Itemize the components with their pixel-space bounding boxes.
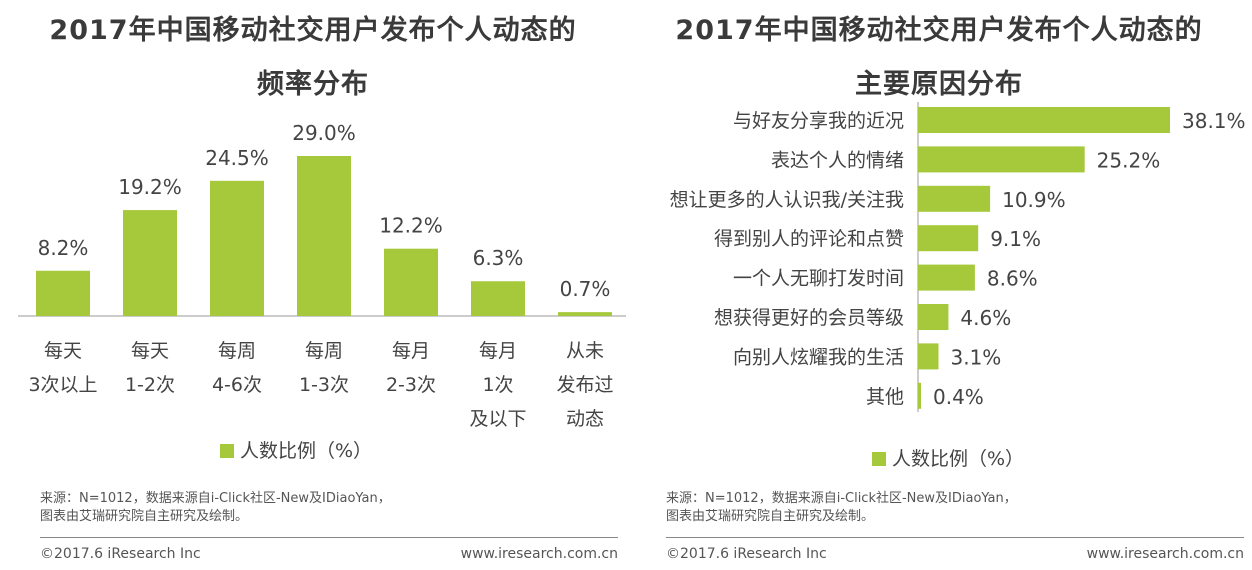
- x-tick-label: 1-2次: [125, 374, 175, 396]
- source-line1: 来源：N=1012，数据来源自i-Click社区-New及IDiaoYan，: [666, 491, 1017, 506]
- x-tick-label: 动态: [566, 408, 604, 430]
- bar: [123, 210, 177, 316]
- bar: [918, 107, 1170, 133]
- y-tick-label: 想获得更好的会员等级: [714, 307, 904, 329]
- bar: [918, 146, 1085, 173]
- website-link[interactable]: www.iresearch.com.cn: [1086, 546, 1244, 562]
- bar-value-label: 6.3%: [473, 246, 524, 270]
- copyright: ©2017.6 iResearch Inc: [666, 546, 827, 562]
- source-line2: 图表由艾瑞研究院自主研究及绘制。: [666, 509, 875, 524]
- y-tick-label: 想让更多的人认识我/关注我: [670, 189, 904, 211]
- bar: [918, 264, 975, 291]
- bar-value-label: 8.2%: [38, 236, 89, 260]
- bar: [36, 270, 90, 316]
- bar-value-label: 8.6%: [987, 267, 1038, 291]
- legend-swatch: [872, 452, 886, 466]
- bar-value-label: 24.5%: [205, 146, 269, 170]
- x-tick-label: 1次: [482, 374, 513, 396]
- x-tick-label: 4-6次: [212, 374, 262, 396]
- legend-swatch: [220, 444, 234, 458]
- y-tick-label: 得到别人的评论和点赞: [714, 228, 904, 250]
- chart-title-line2: 频率分布: [257, 69, 369, 100]
- bar-value-label: 29.0%: [292, 121, 356, 145]
- source-line1: 来源：N=1012，数据来源自i-Click社区-New及IDiaoYan，: [40, 491, 391, 506]
- chart-title-line2: 主要原因分布: [855, 69, 1023, 100]
- x-tick-label: 及以下: [469, 408, 526, 430]
- source-line2: 图表由艾瑞研究院自主研究及绘制。: [40, 509, 249, 524]
- y-tick-label: 其他: [866, 386, 904, 408]
- x-tick-label: 3次以上: [28, 374, 97, 396]
- legend-label: 人数比例（%）: [892, 448, 1025, 470]
- bar-value-label: 10.9%: [1002, 188, 1066, 212]
- bar-value-label: 4.6%: [960, 306, 1011, 330]
- bar-value-label: 9.1%: [990, 227, 1041, 251]
- bar-value-label: 25.2%: [1097, 148, 1161, 172]
- bar: [558, 312, 612, 316]
- bar: [918, 382, 921, 409]
- bar-value-label: 38.1%: [1182, 109, 1246, 133]
- bar: [297, 156, 351, 316]
- bar: [918, 185, 991, 212]
- frequency-chart-panel: 2017年中国移动社交用户发布个人动态的 频率分布 8.2% 每天 3次以上 19.2…: [18, 15, 626, 562]
- bar: [918, 304, 949, 330]
- bar-value-label: 12.2%: [379, 214, 443, 238]
- legend-label: 人数比例（%）: [240, 440, 373, 462]
- copyright: ©2017.6 iResearch Inc: [40, 546, 201, 562]
- footer-divider: [666, 537, 1244, 538]
- legend: 人数比例（%）: [872, 444, 1024, 471]
- y-tick-label: 向别人炫耀我的生活: [733, 346, 904, 368]
- bar-value-label: 19.2%: [118, 175, 182, 199]
- bar-value-label: 0.4%: [933, 385, 984, 409]
- source-note: 来源：N=1012，数据来源自i-Click社区-New及IDiaoYan， 图…: [40, 490, 391, 526]
- website-link[interactable]: www.iresearch.com.cn: [460, 546, 618, 562]
- reason-chart-panel: 2017年中国移动社交用户发布个人动态的 主要原因分布 与好友分享我的近况 38.…: [626, 0, 1252, 570]
- source-note: 来源：N=1012，数据来源自i-Click社区-New及IDiaoYan， 图…: [666, 490, 1017, 526]
- chart-title-line1: 2017年中国移动社交用户发布个人动态的: [49, 15, 577, 46]
- x-tick-label: 发布过: [556, 374, 613, 396]
- x-tick-label: 从未: [566, 340, 604, 362]
- frequency-bar-chart: 8.2% 每天 3次以上 19.2% 每天 1-2次 24.5% 每周 4-6次 29.0% 每周 1…: [18, 121, 626, 430]
- bar: [918, 225, 979, 252]
- bar: [918, 343, 939, 370]
- legend: 人数比例（%）: [220, 436, 372, 463]
- y-tick-label: 一个人无聊打发时间: [733, 268, 904, 290]
- chart-title-line1: 2017年中国移动社交用户发布个人动态的: [675, 15, 1203, 46]
- x-tick-label: 每周: [305, 340, 343, 362]
- x-tick-label: 每月: [479, 340, 517, 362]
- x-tick-label: 每天: [44, 340, 82, 362]
- bar: [210, 180, 264, 316]
- footer-divider: [40, 537, 618, 538]
- x-tick-label: 每周: [218, 340, 256, 362]
- bar-value-label: 0.7%: [560, 277, 611, 301]
- y-tick-label: 与好友分享我的近况: [733, 110, 904, 132]
- bar-value-label: 3.1%: [951, 345, 1002, 369]
- x-tick-label: 2-3次: [386, 374, 436, 396]
- x-tick-label: 每天: [131, 340, 169, 362]
- x-tick-label: 1-3次: [299, 374, 349, 396]
- y-tick-label: 表达个人的情绪: [771, 149, 904, 171]
- bar: [384, 248, 438, 316]
- bar: [471, 281, 525, 316]
- reason-bar-chart: 与好友分享我的近况 38.1% 表达个人的情绪 25.2% 想让更多的人认识我/关注我 1…: [670, 102, 1246, 412]
- x-tick-label: 每月: [392, 340, 430, 362]
